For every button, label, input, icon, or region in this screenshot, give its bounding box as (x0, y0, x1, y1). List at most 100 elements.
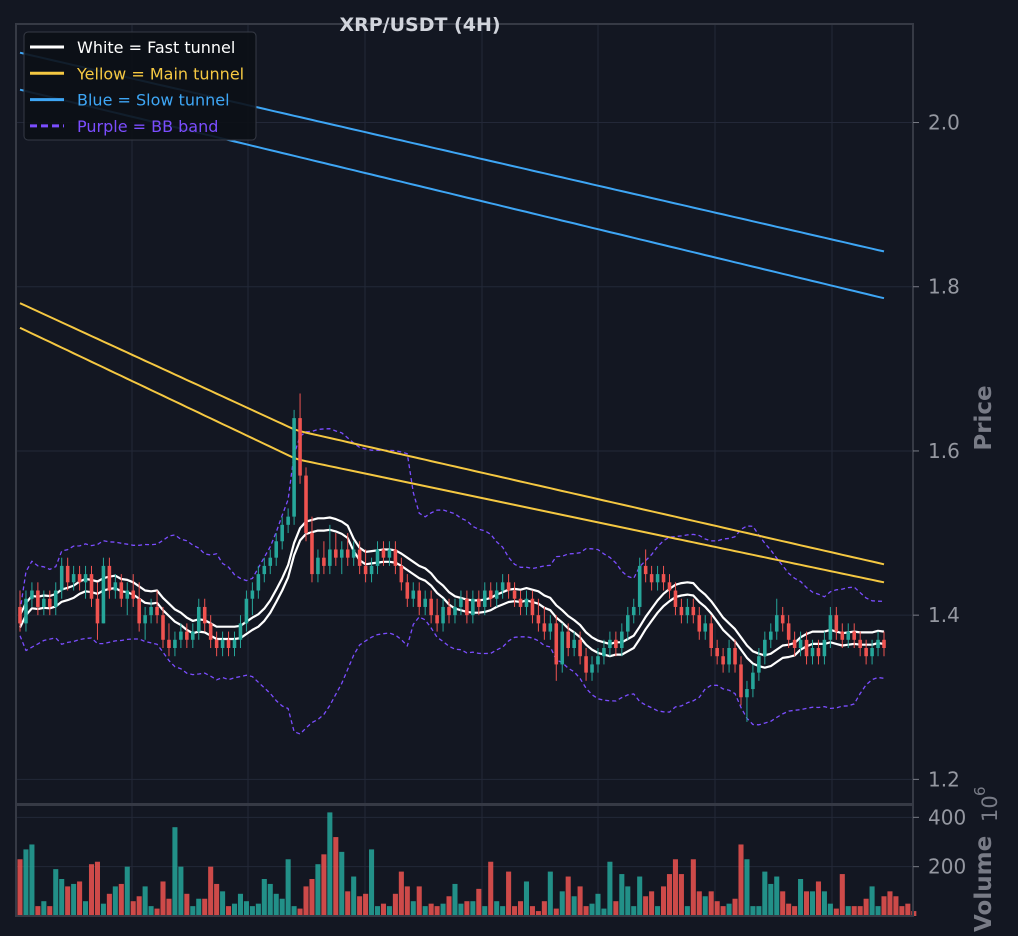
candle-body (721, 656, 725, 665)
volume-panel-frame (15, 804, 914, 917)
volume-bar (17, 859, 23, 916)
candle-body (18, 606, 22, 624)
candle-body (685, 606, 690, 616)
bb-lower-line (19, 616, 885, 735)
price-ticks: 1.2 1.4 1.6 1.8 2.0 (913, 111, 960, 791)
volume-bar (71, 883, 77, 916)
volume-bar (363, 893, 369, 916)
candle-body (637, 565, 642, 607)
candle-body (477, 598, 481, 607)
candle-body (596, 656, 600, 665)
candle-body (703, 623, 708, 632)
candle-body (244, 598, 249, 624)
volume-bar (404, 886, 410, 916)
candle-body (250, 590, 255, 599)
candle-body (780, 615, 785, 624)
candle-body (65, 565, 70, 583)
candle-body (518, 598, 523, 607)
candle-body (560, 631, 565, 665)
candle-body (137, 598, 141, 624)
volume-bar (65, 886, 71, 916)
volume-bar (154, 908, 160, 916)
candle-body (578, 639, 582, 657)
volume-axis-label: Volume (971, 836, 997, 932)
volume-bar (106, 893, 112, 916)
volume-bar (285, 859, 291, 916)
volume-bar (506, 871, 512, 916)
volume-bar (136, 896, 142, 916)
volume-bar (887, 891, 893, 916)
volume-bar (100, 903, 106, 916)
volume-bar (35, 906, 41, 916)
volume-bar (196, 898, 202, 916)
candle-body (792, 639, 797, 648)
candle-body (101, 565, 106, 624)
volume-bar (553, 908, 559, 916)
volume-bar (166, 898, 172, 916)
volume-bar (589, 903, 595, 916)
candle-body (191, 631, 195, 640)
volume-bar (214, 883, 220, 916)
candle-body (53, 590, 58, 607)
candle-body (506, 582, 511, 591)
volume-bar (243, 901, 249, 916)
candle-body (42, 598, 46, 607)
candle-body (226, 639, 231, 648)
volume-axis-exponent: 6 (971, 786, 989, 796)
candle-body (113, 582, 118, 591)
candle-body (465, 598, 469, 616)
volume-bar (351, 876, 357, 916)
candle-body (554, 623, 559, 665)
candle-body (482, 590, 487, 607)
candle-body (393, 549, 398, 566)
volume-bar (231, 903, 238, 916)
candle-body (268, 557, 273, 566)
volume-bar (535, 911, 541, 916)
candle-body (387, 549, 392, 558)
volume-bar (809, 891, 816, 916)
candle-body (864, 648, 868, 657)
candle-body (530, 598, 535, 616)
volume-bar (190, 906, 196, 916)
volume-bar (303, 886, 309, 916)
volume-bar (476, 888, 482, 916)
candle-body (548, 623, 553, 632)
candle-body (95, 598, 100, 624)
candle-body (620, 631, 624, 648)
candle-body (882, 639, 886, 648)
volume-bar (798, 879, 804, 916)
volume-bar (815, 881, 821, 916)
volume-bar (613, 901, 619, 916)
candle-body (590, 664, 594, 673)
volume-bar (220, 891, 226, 916)
candle-body (840, 631, 845, 640)
volume-bar (660, 886, 667, 916)
volume-bar (130, 901, 136, 916)
candle-body (768, 631, 773, 640)
candle-body (310, 533, 314, 575)
volume-bar (678, 874, 684, 916)
volume-bar (59, 879, 65, 916)
candle-body (542, 623, 547, 632)
volume-bar (440, 903, 446, 916)
candle-body (631, 606, 636, 616)
volume-bar (583, 906, 589, 916)
candle-body (173, 639, 177, 648)
volume-bar (482, 906, 488, 916)
volume-bar (148, 906, 154, 916)
candle-body (804, 639, 809, 657)
main-tunnel-upper-line (19, 302, 885, 566)
volume-bar (83, 901, 89, 916)
candle-body (691, 606, 696, 616)
candle-body (435, 615, 439, 624)
volume-bar (547, 871, 553, 916)
price-tick-label: 2.0 (928, 111, 960, 135)
price-tick-label: 1.2 (928, 767, 960, 791)
candle-body (89, 574, 94, 599)
candle-body (256, 574, 261, 591)
volume-bar (851, 906, 857, 916)
candle-body (131, 590, 136, 599)
candle-body (715, 648, 719, 657)
candle-body (322, 557, 326, 566)
volume-bar (714, 901, 720, 916)
